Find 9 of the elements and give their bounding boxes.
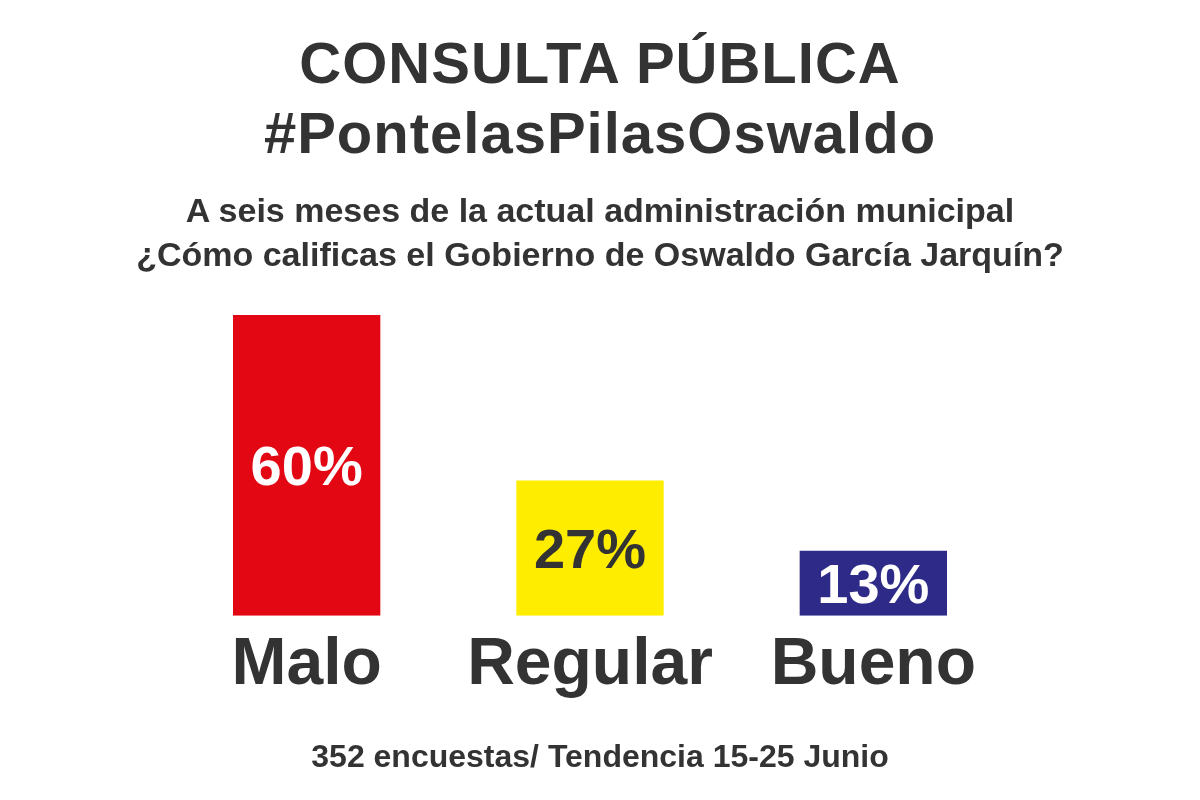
x-tick-label: Malo (231, 623, 382, 698)
chart-subtitle: A seis meses de la actual administración municipal ¿Cómo calificas el Gobierno de Oswaldo García Jarquín? (135, 190, 1065, 275)
chart-title: CONSULTA PÚBLICA #PontelasPilasOswaldo (262, 29, 938, 167)
text: 352 encuestas/ Tendencia 15-25 Junio (310, 738, 890, 775)
data-label: 13% (817, 551, 930, 615)
x-tick-label: Bueno (770, 623, 976, 698)
data-label: 60% (250, 433, 363, 497)
data-label: 27% (533, 516, 647, 580)
x-tick-label: Regular (467, 623, 713, 698)
